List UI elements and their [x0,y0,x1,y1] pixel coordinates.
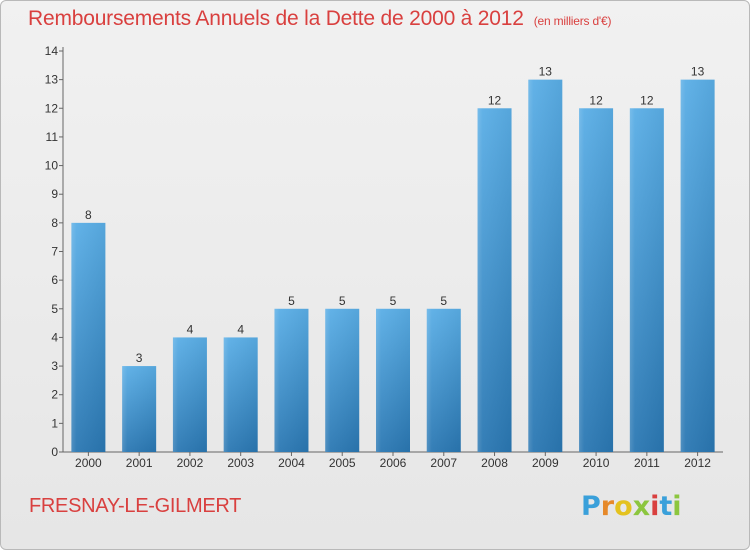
y-tick-label: 9 [51,187,58,201]
data-label: 5 [339,294,346,308]
data-label: 4 [187,322,194,336]
data-label: 8 [85,208,92,222]
y-tick-label: 2 [51,388,58,402]
y-tick-label: 6 [51,273,58,287]
bar-shine [376,308,410,452]
y-tick-label: 11 [46,130,59,144]
y-tick-label: 3 [51,359,58,373]
y-tick-label: 12 [45,101,59,115]
bars [71,79,715,453]
bar-shine [426,308,461,452]
y-tick-label: 14 [45,44,59,58]
y-tick-label: 13 [45,73,59,87]
data-label: 12 [640,93,654,107]
data-label: 5 [440,294,447,308]
bar-shine [579,108,614,453]
x-tick-label: 2000 [75,456,102,470]
bar-shine [477,108,512,453]
y-tick-label: 5 [51,302,58,316]
data-label: 12 [488,93,502,107]
x-tick-label: 2011 [634,456,660,470]
title-unit: (en milliers d'€) [533,14,612,28]
title-text: Remboursements Annuels de la Dette de 20… [28,7,524,30]
bar-shine [680,79,715,453]
bar-shine [223,337,258,452]
x-tick-label: 2001 [126,456,153,470]
x-tick-label: 2012 [684,456,711,470]
bar-shine [629,108,664,453]
y-tick-label: 4 [51,330,58,344]
data-label: 13 [691,65,705,79]
data-labels: 8 3 4 4 5 5 5 5 12 13 12 12 13 [85,65,705,365]
x-tick-label: 2005 [329,456,356,470]
data-label: 5 [390,294,397,308]
y-tick-label: 1 [51,416,58,430]
data-label: 5 [288,294,295,308]
x-tick-label: 2009 [532,456,559,470]
x-tick-label: 2007 [430,456,457,470]
x-tick-label: 2003 [227,456,254,470]
data-label: 12 [589,93,603,107]
bar-shine [172,337,207,452]
x-tick-label: 2004 [278,456,305,470]
bar-shine [325,308,360,452]
bar-shine [528,79,563,453]
y-tick-label: 10 [45,159,59,173]
y-tick-label: 7 [51,245,58,259]
bar-shine [122,366,157,452]
bar-shine [274,308,309,452]
data-label: 13 [539,65,553,79]
bar-shine [71,222,106,452]
y-tick-label: 0 [51,445,58,459]
x-tick-label: 2002 [177,456,204,470]
data-label: 4 [237,322,244,336]
chart-title: Remboursements Annuels de la Dette de 20… [28,7,611,31]
proxiti-logo[interactable]: Proxiti [581,491,682,522]
data-label: 3 [136,351,143,365]
x-tick-label: 2010 [583,456,610,470]
x-tick-label: 2006 [380,456,407,470]
y-tick-label: 8 [51,216,58,230]
x-tick-label: 2008 [481,456,508,470]
commune-name: FRESNAY-LE-GILMERT [29,495,242,517]
